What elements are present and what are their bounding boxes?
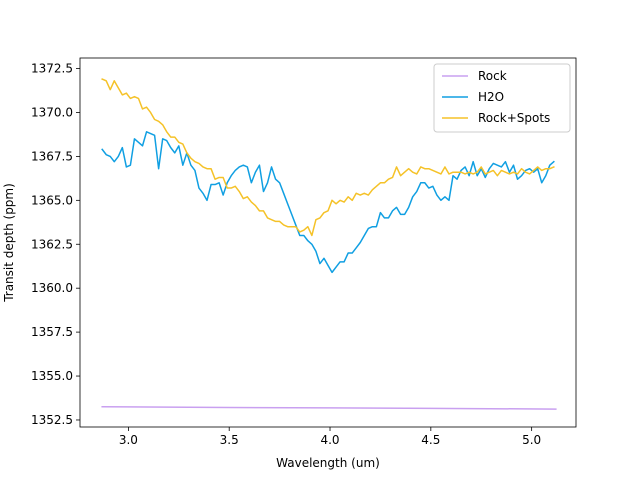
axes-frame bbox=[79, 57, 577, 428]
y-tick-label: 1352.5 bbox=[31, 413, 73, 427]
y-tick-label: 1357.5 bbox=[31, 325, 73, 339]
x-tick-label: 4.5 bbox=[421, 433, 440, 447]
legend-box bbox=[433, 63, 571, 133]
legend-label: Rock bbox=[478, 69, 507, 83]
x-tick-label: 5.0 bbox=[522, 433, 541, 447]
y-tick-label: 1355.0 bbox=[31, 369, 73, 383]
series-layer bbox=[101, 78, 557, 410]
series-line-h2o bbox=[101, 131, 555, 274]
legend: Rock H2O Rock+Spots bbox=[433, 63, 571, 133]
axes-layer bbox=[79, 57, 577, 428]
y-tick-label: 1365.0 bbox=[31, 193, 73, 207]
x-axis-label: Wavelength (um) bbox=[276, 456, 380, 470]
x-tick-label: 3.0 bbox=[119, 433, 138, 447]
y-tick-label: 1362.5 bbox=[31, 237, 73, 251]
legend-label: H2O bbox=[478, 90, 504, 104]
y-tick-label: 1372.5 bbox=[31, 62, 73, 76]
y-tick-label: 1360.0 bbox=[31, 281, 73, 295]
ticks-layer: 3.0 3.5 4.0 4.5 5.0 1352.5 1355.0 1357.5 1360.0 1… bbox=[31, 62, 541, 447]
legend-label: Rock+Spots bbox=[478, 111, 550, 125]
x-tick-label: 3.5 bbox=[220, 433, 239, 447]
series-line-rock-spots bbox=[101, 78, 555, 237]
y-tick-label: 1367.5 bbox=[31, 149, 73, 163]
y-tick-label: 1370.0 bbox=[31, 105, 73, 119]
y-axis-label: Transit depth (ppm) bbox=[2, 183, 16, 303]
series-line-rock bbox=[101, 406, 557, 410]
x-tick-label: 4.0 bbox=[320, 433, 339, 447]
